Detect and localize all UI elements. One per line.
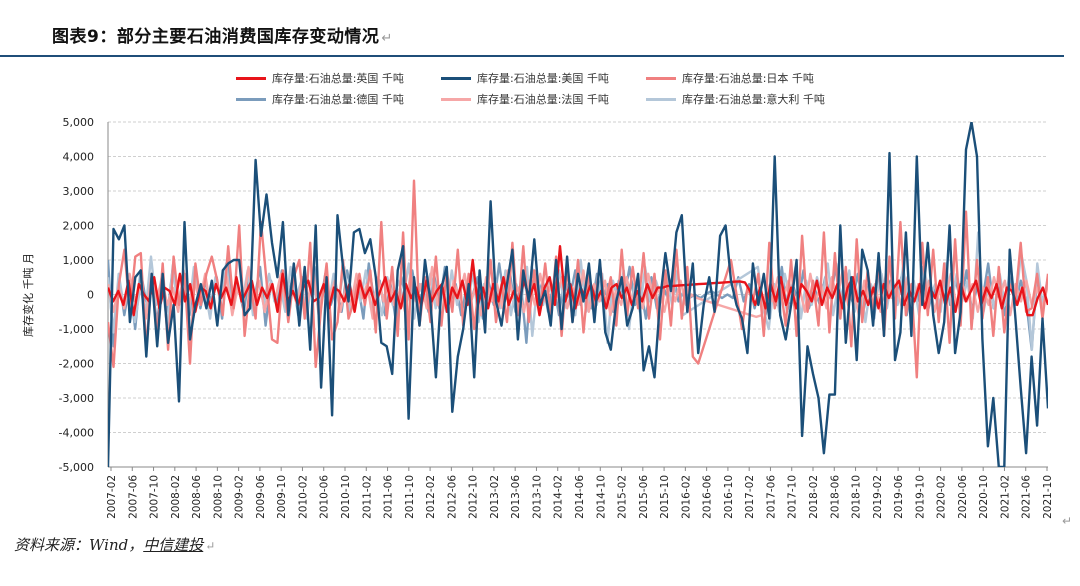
x-tick-label: 2007-10: [149, 475, 161, 519]
x-tick-label: 2014-06: [574, 475, 586, 519]
legend-swatch: [236, 76, 266, 80]
legend-item: 库存量:石油总量:意大利 千吨: [646, 91, 825, 107]
corner-return-mark: ↵: [1062, 514, 1073, 528]
x-tick-label: 2018-02: [808, 475, 820, 519]
legend-label: 库存量:石油总量:德国 千吨: [272, 93, 404, 106]
x-tick-label: 2011-10: [404, 475, 416, 519]
return-mark: ↵: [205, 539, 216, 553]
x-tick-label: 2016-02: [680, 475, 692, 519]
x-tick-label: 2019-02: [872, 475, 884, 519]
legend-item: 库存量:石油总量:日本 千吨: [646, 70, 814, 86]
legend-label: 库存量:石油总量:日本 千吨: [682, 72, 814, 85]
legend-item: 库存量:石油总量:英国 千吨: [236, 70, 404, 86]
legend-item: 库存量:石油总量:法国 千吨: [441, 91, 609, 107]
x-tick-label: 2011-06: [383, 475, 395, 519]
x-tick-label: 2013-06: [510, 475, 522, 519]
series-line-2: [108, 179, 1048, 379]
x-tick-label: 2021-02: [999, 475, 1011, 519]
x-tick-label: 2021-10: [1042, 475, 1054, 519]
legend-item: 库存量:石油总量:美国 千吨: [441, 70, 609, 86]
x-tick-label: 2007-02: [106, 475, 118, 519]
y-tick-label: -5,000: [59, 461, 94, 474]
x-tick-label: 2010-10: [340, 475, 352, 519]
x-tick-label: 2013-10: [531, 475, 543, 519]
legend-swatch: [646, 76, 676, 80]
x-tick-label: 2007-06: [127, 475, 139, 519]
x-tick-label: 2012-10: [468, 475, 480, 519]
x-tick-label: 2017-02: [744, 475, 756, 519]
x-tick-label: 2017-06: [765, 475, 777, 519]
x-tick-label: 2020-02: [936, 475, 948, 519]
x-tick-label: 2018-06: [829, 475, 841, 519]
line-chart: -5,000 -4,000 -3,000 -2,000 -1,000 0 1,000 2,00…: [59, 116, 1054, 519]
x-tick-label: 2008-10: [212, 475, 224, 519]
x-tick-label: 2018-10: [851, 475, 863, 519]
x-tick-label: 2017-10: [787, 475, 799, 519]
x-tick-label: 2011-02: [361, 475, 373, 519]
series-line-1: [108, 122, 1048, 467]
chart-title-text: 图表9：部分主要石油消费国库存变动情况: [52, 27, 380, 47]
legend-label: 库存量:石油总量:法国 千吨: [477, 93, 609, 106]
legend-swatch: [441, 97, 471, 101]
x-tick-label: 2019-06: [893, 475, 905, 519]
chart-title: 图表9：部分主要石油消费国库存变动情况 ↵: [52, 22, 393, 47]
x-tick-label: 2013-02: [489, 475, 501, 519]
y-tick-label: -4,000: [59, 427, 94, 440]
x-tick-label: 2014-02: [553, 475, 565, 519]
source-brand: 中信建投: [143, 536, 204, 554]
x-tick-label: 2015-10: [659, 475, 671, 519]
x-tick-label: 2012-06: [446, 475, 458, 519]
x-tick-label: 2008-02: [170, 475, 182, 519]
x-tick-label: 2009-10: [276, 475, 288, 519]
legend-label: 库存量:石油总量:意大利 千吨: [682, 93, 825, 106]
x-tick-label: 2009-02: [234, 475, 246, 519]
x-tick-label: 2009-06: [255, 475, 267, 519]
x-tick-label: 2014-10: [595, 475, 607, 519]
y-tick-label: 4,000: [63, 151, 95, 164]
y-tick-label: -3,000: [59, 392, 94, 405]
x-tick-label: 2010-02: [297, 475, 309, 519]
return-mark: ↵: [381, 31, 393, 46]
x-tick-label: 2020-10: [978, 475, 990, 519]
y-tick-label: -1,000: [59, 323, 94, 336]
legend-item: 库存量:石油总量:德国 千吨: [236, 91, 404, 107]
series-line-4: [108, 265, 1048, 320]
x-tick-label: 2021-06: [1021, 475, 1033, 519]
x-tick-label: 2012-02: [425, 475, 437, 519]
source-note: 资料来源：Wind，中信建投 ↵: [14, 534, 215, 555]
legend-label: 库存量:石油总量:美国 千吨: [477, 72, 609, 85]
title-divider: [0, 55, 1064, 57]
x-tick-label: 2016-06: [702, 475, 714, 519]
y-tick-label: 3,000: [63, 185, 95, 198]
legend-swatch: [646, 97, 676, 101]
legend-swatch: [441, 76, 471, 80]
series-line-0: [108, 244, 1048, 317]
x-tick-label: 2019-10: [914, 475, 926, 519]
x-tick-label: 2016-10: [723, 475, 735, 519]
x-tick-label: 2015-02: [617, 475, 629, 519]
y-tick-label: -2,000: [59, 358, 94, 371]
y-tick-label: 0: [87, 289, 94, 302]
x-tick-label: 2015-06: [638, 475, 650, 519]
y-tick-label: 1,000: [63, 254, 95, 267]
legend-label: 库存量:石油总量:英国 千吨: [272, 72, 404, 85]
y-tick-label: 2,000: [63, 220, 95, 233]
legend-swatch: [236, 97, 266, 101]
x-tick-label: 2010-06: [319, 475, 331, 519]
y-tick-label: 5,000: [63, 116, 95, 129]
source-prefix: 资料来源：Wind，: [14, 536, 144, 554]
x-tick-label: 2008-06: [191, 475, 203, 519]
x-tick-label: 2020-06: [957, 475, 969, 519]
